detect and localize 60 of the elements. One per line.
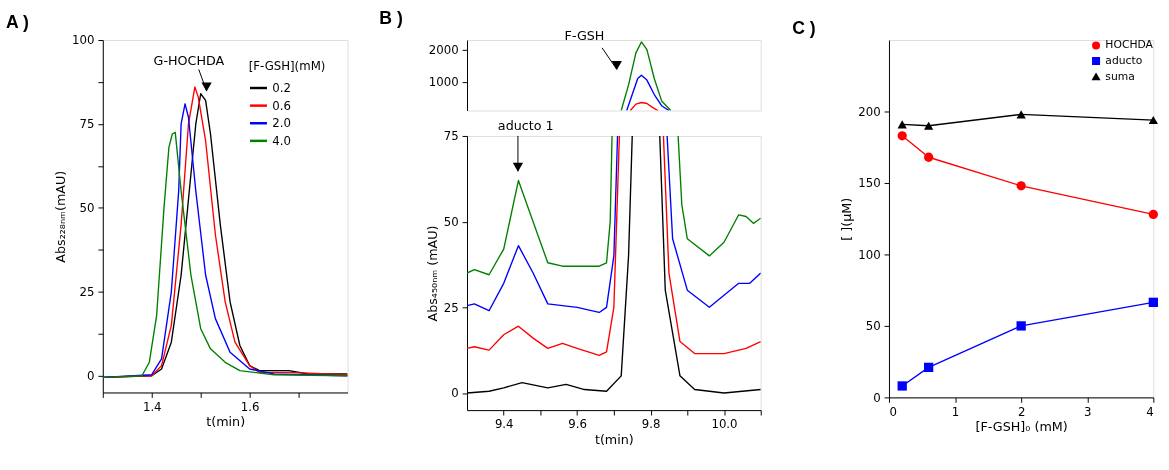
y-axis-title: Abs₄₅₀ₙₘ (mAU)	[424, 225, 440, 322]
y-tick-label: 50	[443, 215, 459, 230]
y-tick-label: 100	[72, 33, 95, 48]
x-tick-label: 9.8	[641, 417, 661, 432]
x-tick-label: 9.6	[568, 417, 587, 432]
legend-label: 4.0	[272, 133, 291, 148]
y-tick-label: 50	[865, 319, 881, 334]
point	[1148, 116, 1158, 125]
point	[1148, 297, 1158, 307]
x-tick-label: 1.4	[142, 399, 162, 414]
x-axis-title: [F-GSH]₀ (mM)	[975, 419, 1068, 435]
y-tick-label: 0	[451, 386, 459, 401]
y-axis-title: Abs₂₂₈ₙₘ(mAU)	[53, 170, 69, 263]
legend-label: 0.6	[272, 98, 291, 113]
y-tick-label: 25	[79, 285, 95, 300]
y-tick-label: 0	[87, 369, 95, 384]
x-tick-label: 10.0	[711, 417, 738, 432]
point	[924, 362, 934, 373]
y-tick-label: 2000	[428, 43, 459, 58]
x-axis-title: t(min)	[206, 414, 246, 430]
chart-title: B )	[379, 8, 403, 29]
legend-label: suma	[1105, 69, 1135, 83]
x-tick-label: 2	[1017, 404, 1026, 419]
y-tick-label: 50	[79, 201, 95, 216]
y-tick-label: 150	[858, 176, 881, 191]
legend-label: 2.0	[272, 116, 291, 131]
x-tick-label: 4	[1146, 404, 1154, 419]
x-tick-label: 3	[1084, 404, 1092, 419]
y-tick-label: 25	[443, 300, 459, 315]
y-tick-label: 75	[79, 117, 95, 132]
point	[1016, 110, 1026, 119]
point	[1016, 181, 1026, 191]
point	[897, 381, 907, 391]
x-tick-label: 9.4	[494, 417, 514, 432]
legend-label: 0.2	[272, 80, 291, 95]
point	[924, 152, 934, 162]
line-series	[626, 74, 670, 111]
point	[924, 121, 934, 130]
legend-label: aducto	[1105, 54, 1143, 68]
x-axis-title: t(min)	[594, 431, 634, 447]
point	[897, 131, 907, 141]
legend-title: [F-GSH](mM)	[248, 59, 326, 74]
point	[1148, 209, 1158, 220]
annotation: G-HOCHDA	[153, 53, 225, 69]
y-tick-label: 100	[858, 247, 881, 262]
text: aducto 1	[497, 118, 554, 134]
annotation: F-GSH	[564, 28, 605, 44]
y-tick-label: 1000	[428, 75, 459, 90]
chart-title: C )	[792, 18, 816, 39]
y-tick-label: 75	[443, 129, 459, 144]
point	[1016, 321, 1026, 331]
chart-title: A )	[5, 12, 29, 33]
x-tick-label: 1.6	[240, 399, 260, 414]
legend-label: HOCHDA	[1105, 38, 1154, 52]
y-tick-label: 200	[858, 104, 881, 119]
line-series	[620, 41, 672, 111]
x-tick-label: 0	[889, 404, 897, 419]
y-axis-title: [ ](μM)	[839, 197, 855, 241]
x-tick-label: 1	[951, 404, 960, 419]
line-series	[629, 101, 659, 111]
